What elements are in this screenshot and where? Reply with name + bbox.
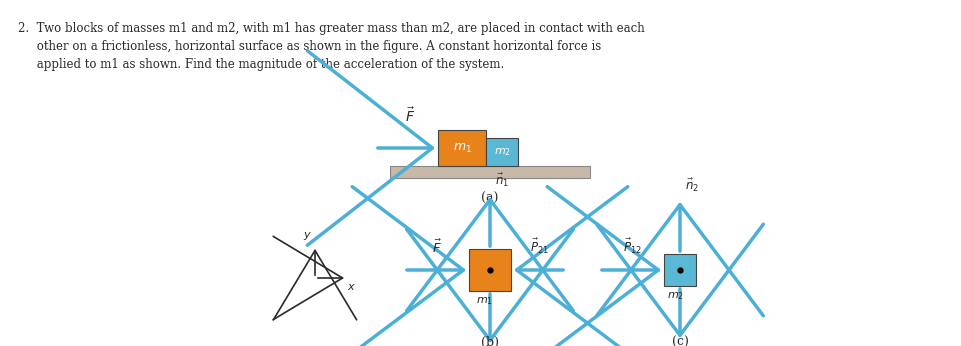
- Text: $\vec{n}_2$: $\vec{n}_2$: [685, 177, 699, 194]
- Text: (c): (c): [672, 336, 688, 346]
- Bar: [390, 166, 590, 178]
- Text: $m_1$: $m_1$: [453, 142, 472, 155]
- Bar: [469, 249, 511, 291]
- Text: $\vec{P}_{21}$: $\vec{P}_{21}$: [530, 237, 549, 256]
- Text: $\vec{P}_{12}$: $\vec{P}_{12}$: [623, 237, 641, 256]
- Bar: [664, 254, 696, 286]
- Text: $m_2$: $m_2$: [667, 290, 683, 302]
- Text: $m_2$: $m_2$: [494, 146, 510, 158]
- Text: (b): (b): [481, 336, 499, 346]
- Text: $\vec{F}$: $\vec{F}$: [432, 239, 442, 256]
- Text: other on a frictionless, horizontal surface as shown in the figure. A constant h: other on a frictionless, horizontal surf…: [18, 40, 602, 53]
- Text: $\vec{F}$: $\vec{F}$: [405, 106, 415, 125]
- Bar: [486, 138, 518, 166]
- Text: (a): (a): [481, 192, 499, 205]
- Text: $\vec{n}_1$: $\vec{n}_1$: [495, 172, 509, 189]
- Text: $x$: $x$: [347, 282, 356, 292]
- Text: applied to m1 as shown. Find the magnitude of the acceleration of the system.: applied to m1 as shown. Find the magnitu…: [18, 58, 505, 71]
- Bar: [438, 130, 486, 166]
- Text: 2.  Two blocks of masses m1 and m2, with m1 has greater mass than m2, are placed: 2. Two blocks of masses m1 and m2, with …: [18, 22, 645, 35]
- Text: $y$: $y$: [303, 230, 311, 242]
- Text: $m_1$: $m_1$: [477, 295, 494, 307]
